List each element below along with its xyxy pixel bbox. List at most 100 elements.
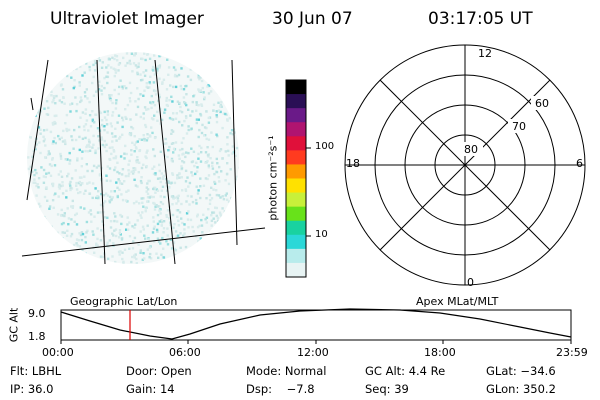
- aurora-speckle: [95, 166, 99, 169]
- aurora-speckle: [50, 90, 53, 93]
- aurora-speckle: [190, 147, 193, 150]
- aurora-speckle: [233, 127, 237, 131]
- aurora-speckle: [156, 213, 160, 217]
- aurora-speckle: [75, 67, 78, 71]
- aurora-speckle: [128, 247, 131, 250]
- aurora-speckle: [229, 72, 233, 76]
- aurora-speckle: [39, 71, 43, 75]
- aurora-speckle: [195, 118, 199, 121]
- aurora-speckle: [48, 163, 52, 166]
- aurora-speckle: [187, 125, 190, 128]
- aurora-speckle: [116, 186, 119, 189]
- aurora-speckle: [237, 198, 239, 201]
- aurora-speckle: [219, 63, 222, 66]
- aurora-speckle: [168, 186, 171, 189]
- aurora-speckle: [195, 202, 198, 205]
- aurora-speckle: [230, 57, 233, 61]
- aurora-speckle: [37, 236, 40, 239]
- aurora-speckle: [184, 189, 188, 192]
- aurora-speckle: [48, 205, 52, 208]
- aurora-speckle: [196, 225, 200, 229]
- aurora-speckle: [38, 141, 41, 144]
- aurora-speckle: [43, 107, 46, 110]
- aurora-speckle: [84, 241, 87, 244]
- aurora-speckle: [76, 157, 79, 160]
- aurora-speckle: [221, 207, 224, 210]
- aurora-speckle: [177, 219, 180, 222]
- aurora-speckle: [202, 213, 205, 216]
- aurora-speckle: [99, 239, 103, 242]
- aurora-speckle: [184, 115, 188, 118]
- aurora-speckle: [180, 141, 184, 144]
- aurora-speckle: [183, 228, 186, 231]
- aurora-speckle: [134, 64, 138, 67]
- aurora-speckle: [63, 212, 66, 215]
- aurora-speckle: [222, 112, 226, 115]
- aurora-speckle: [72, 60, 76, 63]
- aurora-speckle: [120, 236, 124, 240]
- aurora-speckle: [186, 75, 190, 78]
- timeline-x-tick-1800: 18:00: [424, 346, 456, 359]
- aurora-speckle: [201, 123, 204, 127]
- aurora-speckle: [200, 131, 204, 135]
- aurora-speckle: [70, 54, 73, 58]
- aurora-speckle: [172, 147, 176, 150]
- aurora-speckle: [36, 215, 40, 219]
- aurora-speckle: [39, 72, 42, 75]
- aurora-speckle: [88, 65, 91, 69]
- aurora-speckle: [100, 137, 103, 141]
- aurora-speckle: [79, 206, 82, 209]
- aurora-speckle: [187, 210, 190, 213]
- aurora-speckle: [195, 103, 198, 106]
- aurora-speckle: [87, 129, 90, 132]
- aurora-speckle: [51, 182, 55, 186]
- aurora-speckle: [148, 246, 152, 249]
- aurora-speckle: [37, 242, 40, 245]
- aurora-speckle: [182, 96, 186, 99]
- aurora-speckle: [93, 52, 97, 56]
- aurora-speckle: [84, 112, 87, 115]
- aurora-speckle: [217, 176, 220, 179]
- aurora-speckle: [29, 259, 32, 263]
- aurora-speckle: [31, 155, 34, 158]
- aurora-speckle: [92, 143, 95, 146]
- aurora-speckle: [195, 109, 198, 112]
- aurora-speckle: [145, 186, 148, 189]
- aurora-speckle: [109, 99, 113, 102]
- aurora-speckle: [101, 123, 104, 127]
- aurora-speckle: [218, 149, 222, 153]
- lat-label-80: 80: [464, 143, 478, 156]
- aurora-speckle: [156, 177, 160, 180]
- aurora-speckle: [100, 66, 104, 69]
- aurora-speckle: [199, 177, 202, 180]
- aurora-speckle: [219, 260, 223, 264]
- aurora-speckle: [237, 92, 239, 95]
- aurora-speckle: [117, 63, 121, 66]
- aurora-speckle: [48, 237, 52, 240]
- aurora-speckle: [45, 80, 48, 83]
- aurora-speckle: [214, 57, 217, 61]
- aurora-speckle: [170, 195, 174, 198]
- aurora-speckle: [183, 232, 186, 235]
- aurora-speckle: [229, 103, 233, 107]
- aurora-speckle: [46, 113, 50, 116]
- aurora-speckle: [181, 124, 184, 127]
- aurora-speckle: [49, 70, 53, 73]
- aurora-speckle: [97, 135, 100, 138]
- aurora-speckle: [110, 152, 113, 156]
- mlt-label-18: 18: [346, 157, 360, 170]
- aurora-speckle: [58, 183, 61, 186]
- aurora-speckle: [106, 75, 110, 79]
- aurora-speckle: [235, 146, 239, 150]
- aurora-speckle: [176, 174, 179, 177]
- aurora-speckle: [81, 232, 85, 236]
- aurora-speckle: [59, 63, 63, 66]
- geographic-grid-lines: [21, 59, 266, 265]
- aurora-speckle: [51, 157, 54, 160]
- aurora-speckle: [28, 98, 31, 101]
- aurora-speckle: [27, 208, 31, 212]
- aurora-speckle: [87, 211, 91, 214]
- aurora-speckle: [206, 146, 209, 149]
- aurora-speckle: [34, 80, 38, 84]
- aurora-speckle: [207, 59, 210, 63]
